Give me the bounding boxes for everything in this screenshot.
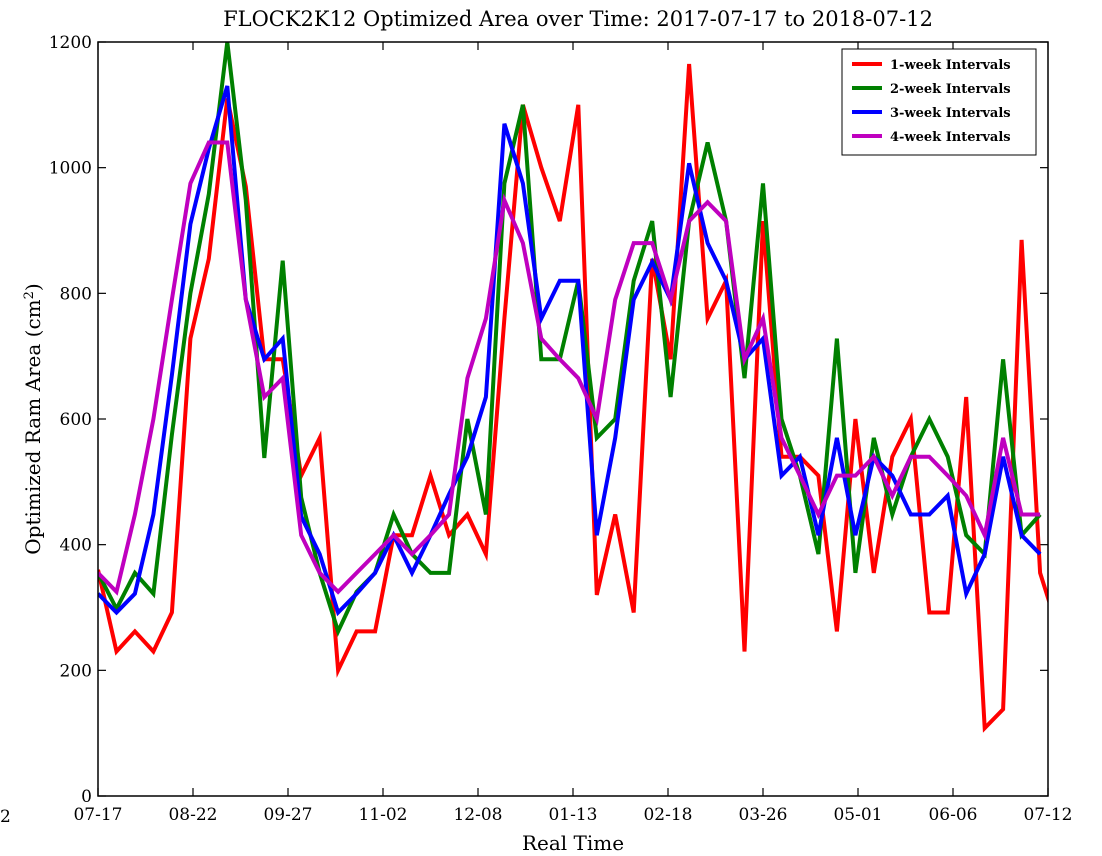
legend-label: 3-week Intervals [890, 106, 1011, 121]
y-tick-label: 1000 [49, 159, 92, 179]
plot-series [98, 42, 1048, 733]
x-tick-label: 07-17 [73, 805, 122, 825]
x-axis-label: Real Time [522, 831, 624, 855]
y-axis-label-close: ) [21, 283, 45, 291]
y-tick-label: 0 [81, 787, 92, 807]
x-tick-label: 03-26 [738, 805, 787, 825]
legend-label: 4-week Intervals [890, 130, 1011, 145]
x-tick-label: 09-27 [263, 805, 312, 825]
y-axis-label-main: Optimized Ram Area (cm [21, 299, 45, 554]
series-line-3-week [98, 85, 1042, 617]
x-tick-label: 05-01 [833, 805, 882, 825]
y-tick-label: 200 [60, 661, 92, 681]
x-tick-label: 11-02 [358, 805, 407, 825]
x-tick-label: 07-12 [1023, 805, 1072, 825]
y-tick-label: 1200 [49, 33, 92, 53]
y-tick-label: 400 [60, 536, 92, 556]
x-tick-label: 06-06 [928, 805, 977, 825]
plot-frame [97, 41, 1049, 797]
x-tick-label: 12-08 [453, 805, 502, 825]
y-axis-label: Optimized Ram Area (cm2) [21, 283, 45, 554]
x-axis-ticks: 07-17 08-22 09-27 11-02 12-08 01-13 02-18 03-26… [73, 42, 1073, 825]
y-tick-label: 800 [60, 284, 92, 304]
chart-title: FLOCK2K12 Optimized Area over Time: 2017… [223, 7, 933, 31]
edge-clipped-label: 2 [0, 807, 11, 827]
y-axis-ticks: 0 200 400 600 800 1000 1200 [49, 33, 1048, 807]
y-tick-label: 600 [60, 410, 92, 430]
x-tick-label: 02-18 [643, 805, 692, 825]
legend-label: 1-week Intervals [890, 58, 1011, 73]
series-line-4-week [98, 140, 1041, 596]
x-tick-label: 08-22 [168, 805, 217, 825]
y-axis-label-superscript: 2 [22, 291, 37, 299]
x-tick-label: 01-13 [548, 805, 597, 825]
legend-label: 2-week Intervals [890, 82, 1011, 97]
legend: 1-week Intervals 2-week Intervals 3-week I… [841, 48, 1037, 156]
series-line-1-week [98, 63, 1048, 733]
